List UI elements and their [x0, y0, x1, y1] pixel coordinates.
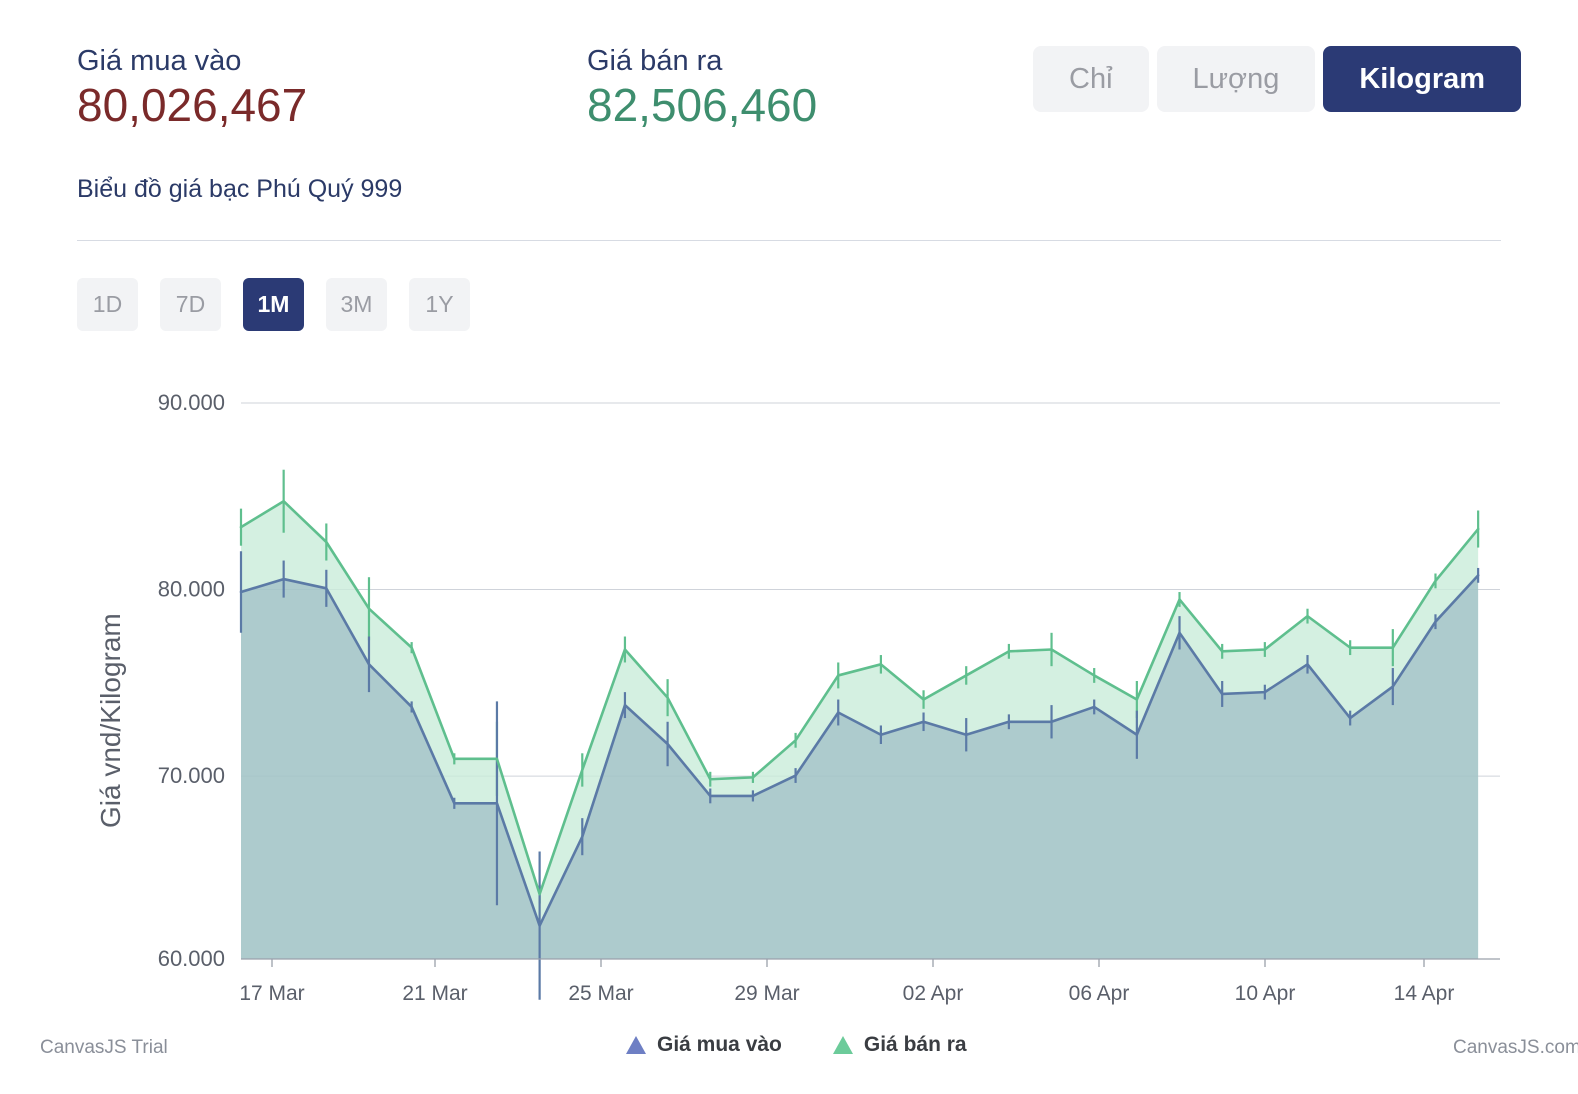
- svg-text:29 Mar: 29 Mar: [734, 982, 799, 1005]
- svg-text:70.000: 70.000: [158, 763, 225, 788]
- svg-text:21 Mar: 21 Mar: [402, 982, 467, 1005]
- svg-text:17 Mar: 17 Mar: [239, 982, 304, 1005]
- svg-text:80.000: 80.000: [158, 577, 225, 602]
- svg-text:14 Apr: 14 Apr: [1394, 982, 1455, 1005]
- svg-text:10 Apr: 10 Apr: [1235, 982, 1296, 1005]
- svg-text:02 Apr: 02 Apr: [903, 982, 964, 1005]
- svg-text:25 Mar: 25 Mar: [568, 982, 633, 1005]
- svg-text:60.000: 60.000: [158, 946, 225, 971]
- svg-text:06 Apr: 06 Apr: [1069, 982, 1130, 1005]
- svg-text:90.000: 90.000: [158, 390, 225, 415]
